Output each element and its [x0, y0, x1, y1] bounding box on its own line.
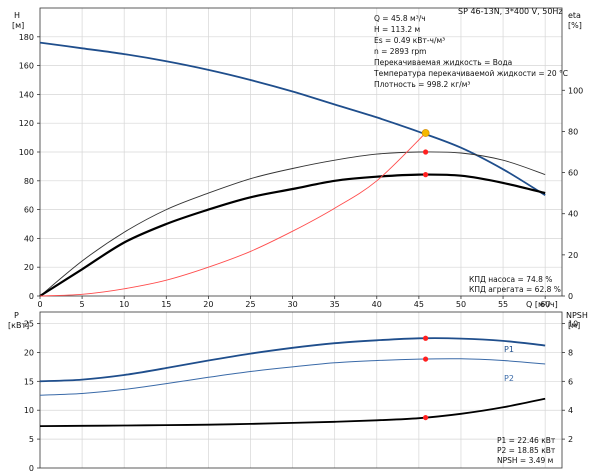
info-line: n = 2893 rpm: [374, 47, 426, 56]
info-line: Плотность = 998.2 кг/м³: [374, 80, 470, 89]
y2-tick-label: 0: [568, 292, 573, 301]
y-tick-label: 40: [24, 234, 34, 243]
efficiency-line: КПД агрегата = 62.8 %: [469, 285, 561, 294]
y-tick-label: 100: [19, 148, 34, 157]
y2-axis-label-npsh: NPSH: [566, 311, 588, 320]
y-tick-label: 120: [19, 119, 34, 128]
info-line: Q = 45.8 м³/ч: [374, 14, 426, 23]
y-axis-label-p: P: [14, 311, 19, 320]
power-info: P1 = 22.46 кВт P2 = 18.85 кВт NPSH = 3.4…: [497, 436, 556, 465]
operating-point-marker: [423, 172, 429, 178]
x-tick-label: 35: [330, 300, 340, 309]
x-tick-label: 40: [372, 300, 382, 309]
series-label-p1: P1: [504, 345, 514, 354]
y-tick-label: 5: [29, 435, 34, 444]
pump-efficiency-line: [39, 151, 546, 297]
y-axis-unit-h: [м]: [12, 21, 24, 30]
y2-axis-label-eta: eta: [568, 11, 581, 20]
info-line: Перекачиваемая жидкость = Вода: [374, 58, 512, 67]
x-tick-label: 25: [245, 300, 255, 309]
x-axis-label: Q [м³/ч]: [526, 300, 558, 309]
y-axis-unit-p: [кВт]: [8, 321, 29, 330]
power-info-line: NPSH = 3.49 м: [497, 456, 553, 465]
operating-point-info: Q = 45.8 м³/ч H = 113.2 м Es = 0.49 кВт-…: [373, 14, 568, 89]
p1-line: [39, 337, 546, 383]
y2-tick-label: 100: [568, 86, 583, 95]
y2-tick-label: 20: [568, 251, 578, 260]
y-tick-label: 15: [24, 377, 34, 386]
operating-point-marker: [423, 414, 429, 421]
npsh-line: [39, 397, 546, 427]
x-tick-label: 60: [540, 300, 550, 309]
y2-tick-label: 2: [568, 435, 573, 444]
power-info-line: P2 = 18.85 кВт: [497, 446, 556, 455]
chart-title: SP 46-13N, 3*400 V, 50Hz: [458, 7, 563, 16]
operating-point-marker: [423, 356, 429, 362]
y2-tick-label: 4: [568, 406, 573, 415]
y-tick-label: 25: [24, 320, 34, 329]
y2-tick-label: 40: [568, 210, 578, 219]
y-axis-label-h: H: [14, 11, 20, 20]
p2-line: [39, 358, 546, 396]
bottom-plot-frame: [39, 311, 563, 469]
series-label-p2: P2: [504, 374, 514, 383]
y-tick-label: 20: [24, 348, 34, 357]
operating-point-marker: [423, 149, 429, 155]
efficiency-line: КПД насоса = 74.8 %: [469, 275, 552, 284]
x-tick-label: 45: [414, 300, 424, 309]
duty-point-marker: [421, 129, 430, 137]
y-tick-label: 0: [29, 464, 34, 473]
power-info-line: P1 = 22.46 кВт: [497, 436, 556, 445]
x-tick-label: 10: [119, 300, 129, 309]
x-tick-label: 0: [37, 300, 42, 309]
y-tick-label: 20: [24, 263, 34, 272]
info-line: H = 113.2 м: [374, 25, 420, 34]
x-tick-label: 55: [498, 300, 508, 309]
info-line: Температура перекачиваемой жидкости = 20…: [373, 69, 568, 78]
x-tick-label: 50: [456, 300, 466, 309]
efficiency-info: КПД насоса = 74.8 % КПД агрегата = 62.8 …: [469, 275, 561, 294]
y-tick-label: 140: [19, 90, 34, 99]
y2-tick-label: 8: [568, 348, 573, 357]
x-tick-label: 5: [80, 300, 85, 309]
operating-point-marker: [423, 335, 429, 341]
y2-tick-label: 6: [568, 377, 573, 386]
y2-tick-label: 10: [568, 320, 578, 329]
y2-axis-unit-eta: [%]: [568, 21, 582, 30]
y-tick-label: 80: [24, 177, 34, 186]
x-tick-label: 20: [203, 300, 213, 309]
y-tick-label: 180: [19, 33, 34, 42]
x-tick-label: 30: [287, 300, 297, 309]
y-tick-label: 0: [29, 292, 34, 301]
unit-efficiency-line: [39, 173, 546, 297]
y2-tick-label: 60: [568, 169, 578, 178]
x-tick-label: 15: [161, 300, 171, 309]
head-line: [39, 41, 546, 196]
y-tick-label: 60: [24, 206, 34, 215]
info-line: Es = 0.49 кВт-ч/м³: [374, 36, 445, 45]
y2-tick-label: 80: [568, 127, 578, 136]
y2-axis-unit-npsh: [м]: [568, 321, 580, 330]
y-tick-label: 10: [24, 406, 34, 415]
system-curve-line: [39, 132, 426, 297]
y-tick-label: 160: [19, 62, 34, 71]
